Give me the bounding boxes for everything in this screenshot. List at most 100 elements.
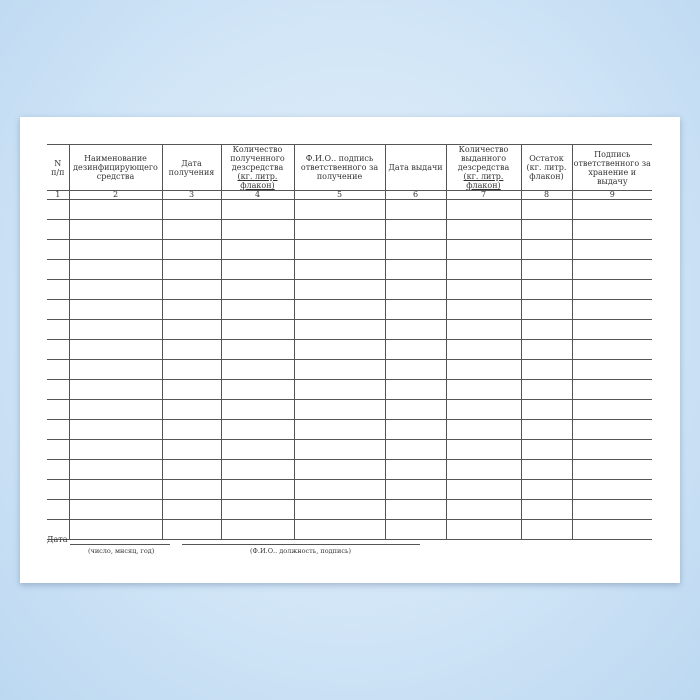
table-cell[interactable] <box>571 359 652 380</box>
table-cell[interactable] <box>220 359 295 380</box>
table-cell[interactable] <box>161 459 222 480</box>
table-cell[interactable] <box>384 439 447 460</box>
table-cell[interactable] <box>520 359 573 380</box>
table-cell[interactable] <box>47 259 70 280</box>
table-cell[interactable] <box>68 419 163 440</box>
table-cell[interactable] <box>293 519 386 540</box>
table-cell[interactable] <box>445 499 522 520</box>
table-cell[interactable] <box>161 259 222 280</box>
table-cell[interactable] <box>571 259 652 280</box>
table-cell[interactable] <box>220 199 295 220</box>
table-cell[interactable] <box>161 419 222 440</box>
table-cell[interactable] <box>293 219 386 240</box>
table-cell[interactable] <box>571 299 652 320</box>
table-cell[interactable] <box>384 479 447 500</box>
table-cell[interactable] <box>384 519 447 540</box>
table-cell[interactable] <box>220 219 295 240</box>
table-cell[interactable] <box>520 219 573 240</box>
table-cell[interactable] <box>68 499 163 520</box>
table-cell[interactable] <box>161 279 222 300</box>
table-cell[interactable] <box>220 459 295 480</box>
table-cell[interactable] <box>571 379 652 400</box>
table-cell[interactable] <box>384 459 447 480</box>
table-cell[interactable] <box>47 419 70 440</box>
table-cell[interactable] <box>571 479 652 500</box>
table-cell[interactable] <box>220 499 295 520</box>
table-cell[interactable] <box>293 259 386 280</box>
table-cell[interactable] <box>384 339 447 360</box>
table-cell[interactable] <box>445 379 522 400</box>
table-cell[interactable] <box>47 199 70 220</box>
table-cell[interactable] <box>571 339 652 360</box>
table-cell[interactable] <box>161 239 222 260</box>
table-cell[interactable] <box>384 279 447 300</box>
table-cell[interactable] <box>445 219 522 240</box>
table-cell[interactable] <box>384 199 447 220</box>
table-cell[interactable] <box>161 319 222 340</box>
table-cell[interactable] <box>384 359 447 380</box>
table-cell[interactable] <box>445 439 522 460</box>
table-cell[interactable] <box>520 279 573 300</box>
table-cell[interactable] <box>47 499 70 520</box>
table-cell[interactable] <box>445 419 522 440</box>
table-cell[interactable] <box>47 459 70 480</box>
table-cell[interactable] <box>384 319 447 340</box>
table-cell[interactable] <box>68 319 163 340</box>
table-cell[interactable] <box>445 519 522 540</box>
table-cell[interactable] <box>445 319 522 340</box>
table-cell[interactable] <box>445 279 522 300</box>
table-cell[interactable] <box>161 399 222 420</box>
table-cell[interactable] <box>571 439 652 460</box>
table-cell[interactable] <box>47 319 70 340</box>
table-cell[interactable] <box>68 259 163 280</box>
table-cell[interactable] <box>384 239 447 260</box>
table-cell[interactable] <box>384 419 447 440</box>
table-cell[interactable] <box>445 299 522 320</box>
table-cell[interactable] <box>293 419 386 440</box>
table-cell[interactable] <box>161 479 222 500</box>
table-cell[interactable] <box>293 379 386 400</box>
table-cell[interactable] <box>68 379 163 400</box>
table-cell[interactable] <box>220 479 295 500</box>
table-cell[interactable] <box>47 359 70 380</box>
table-cell[interactable] <box>47 399 70 420</box>
table-cell[interactable] <box>520 319 573 340</box>
table-cell[interactable] <box>220 299 295 320</box>
table-cell[interactable] <box>68 299 163 320</box>
table-cell[interactable] <box>520 379 573 400</box>
table-cell[interactable] <box>293 359 386 380</box>
table-cell[interactable] <box>520 399 573 420</box>
table-cell[interactable] <box>220 419 295 440</box>
table-cell[interactable] <box>445 479 522 500</box>
table-cell[interactable] <box>220 239 295 260</box>
table-cell[interactable] <box>293 319 386 340</box>
table-cell[interactable] <box>161 219 222 240</box>
date-field[interactable] <box>70 544 170 545</box>
table-cell[interactable] <box>220 319 295 340</box>
table-cell[interactable] <box>293 399 386 420</box>
table-cell[interactable] <box>68 519 163 540</box>
table-cell[interactable] <box>293 239 386 260</box>
table-cell[interactable] <box>220 399 295 420</box>
table-cell[interactable] <box>520 259 573 280</box>
table-cell[interactable] <box>161 499 222 520</box>
table-cell[interactable] <box>384 259 447 280</box>
table-cell[interactable] <box>445 359 522 380</box>
table-cell[interactable] <box>571 519 652 540</box>
table-cell[interactable] <box>520 439 573 460</box>
table-cell[interactable] <box>220 279 295 300</box>
table-cell[interactable] <box>220 339 295 360</box>
table-cell[interactable] <box>68 459 163 480</box>
table-cell[interactable] <box>68 219 163 240</box>
table-cell[interactable] <box>161 359 222 380</box>
table-cell[interactable] <box>68 239 163 260</box>
table-cell[interactable] <box>47 339 70 360</box>
table-cell[interactable] <box>47 479 70 500</box>
table-cell[interactable] <box>293 199 386 220</box>
table-cell[interactable] <box>68 199 163 220</box>
table-cell[interactable] <box>571 219 652 240</box>
table-cell[interactable] <box>220 519 295 540</box>
table-cell[interactable] <box>520 459 573 480</box>
table-cell[interactable] <box>293 499 386 520</box>
table-cell[interactable] <box>384 299 447 320</box>
